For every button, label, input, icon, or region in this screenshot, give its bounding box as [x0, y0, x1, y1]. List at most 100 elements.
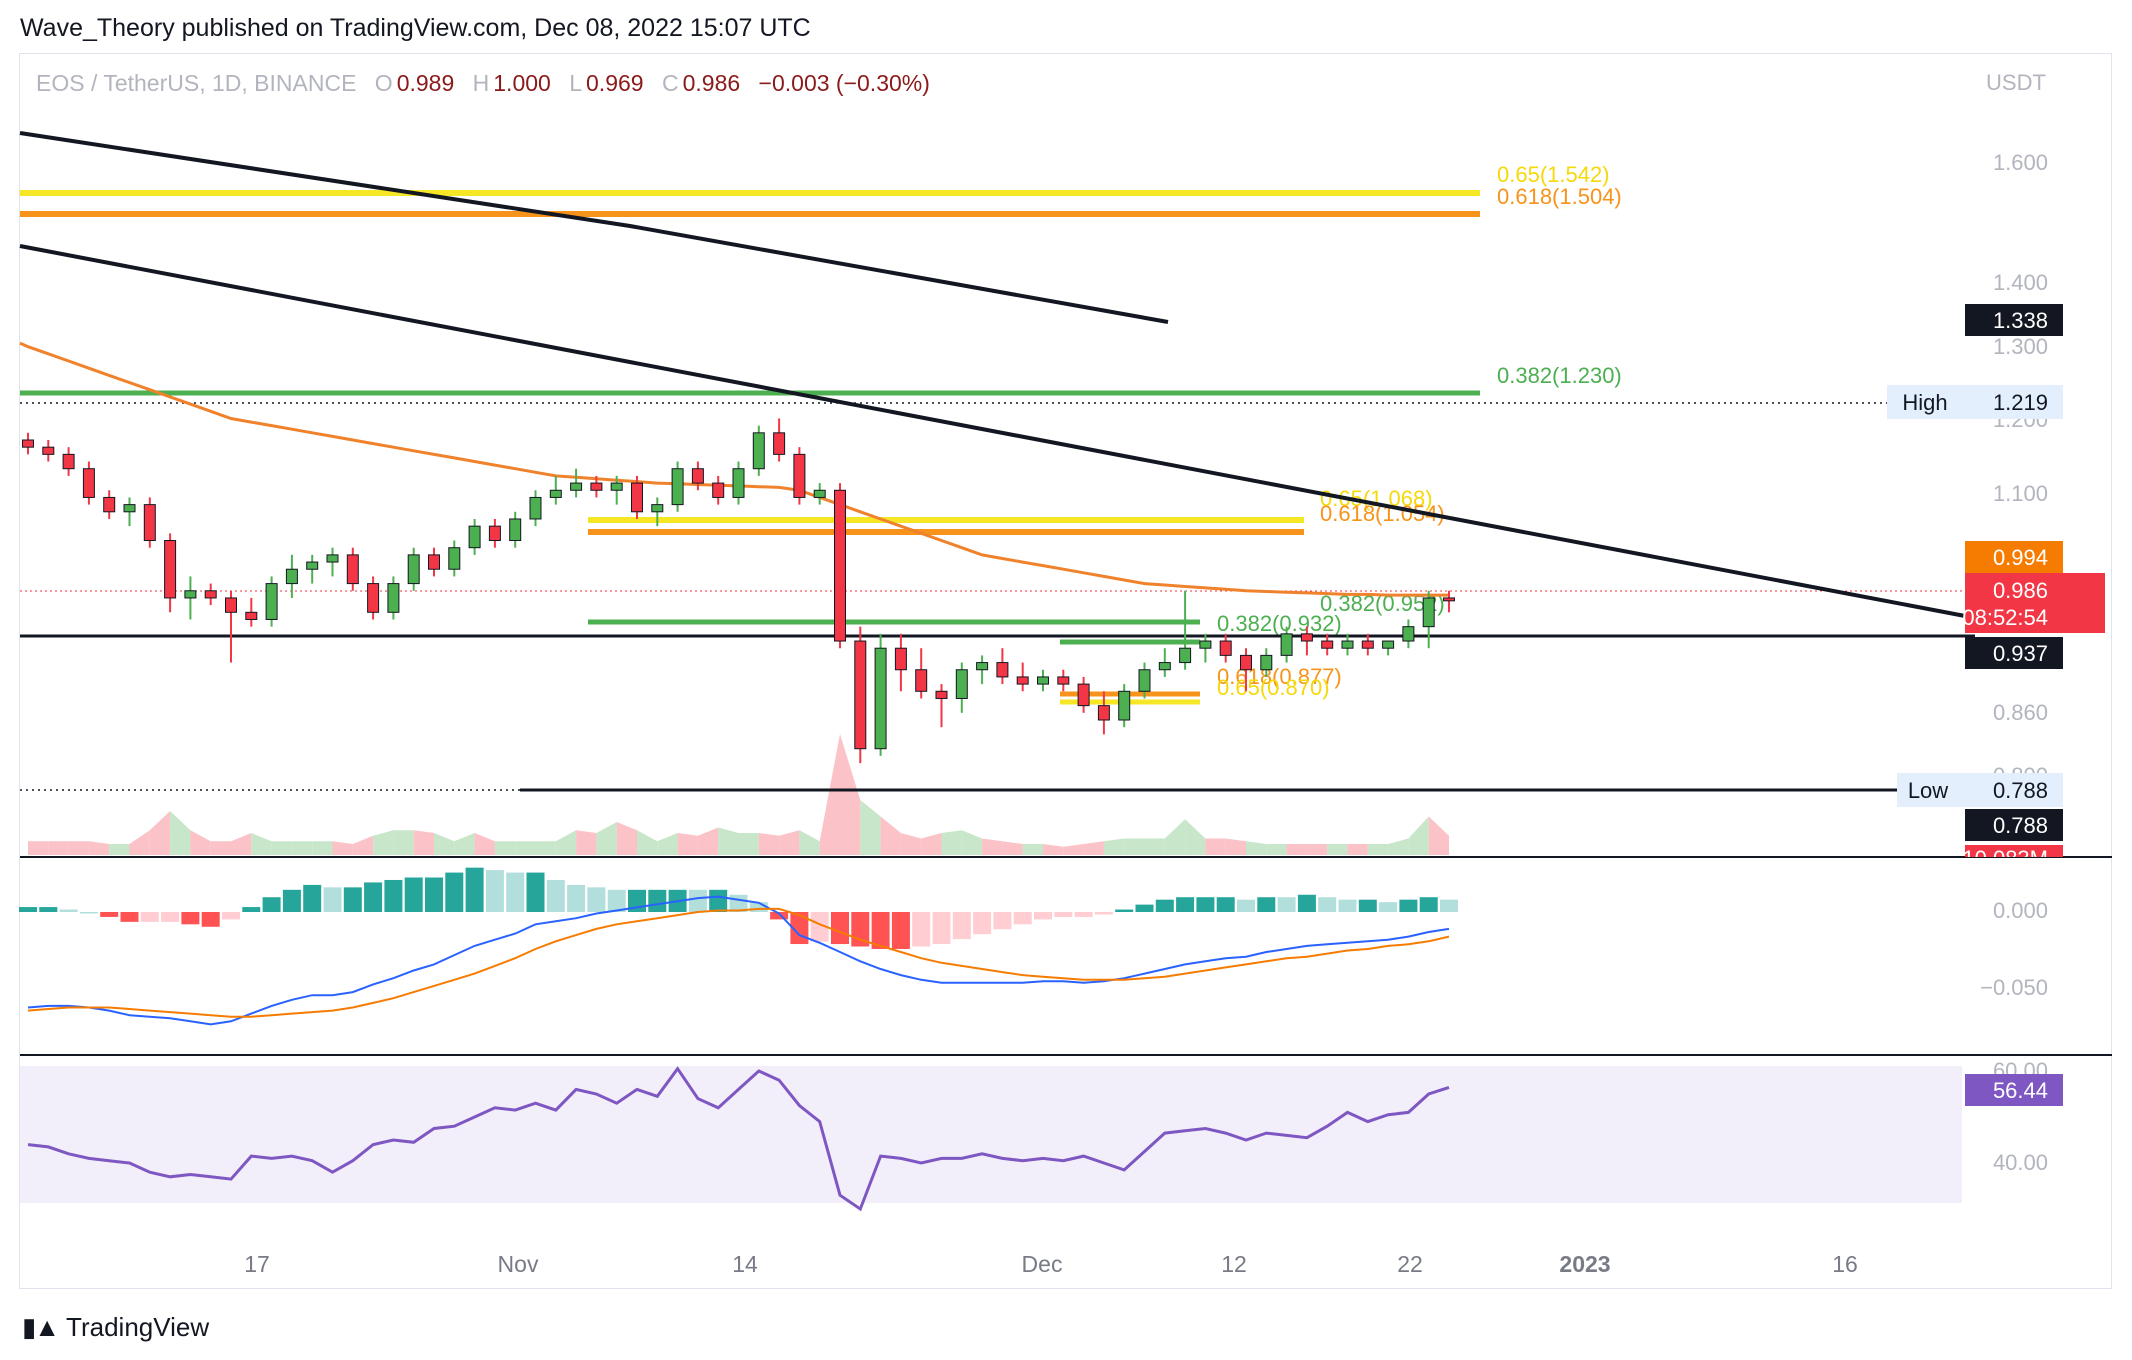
candle-down — [1219, 633, 1232, 663]
volume-segment — [1408, 816, 1429, 855]
candle-down — [631, 475, 643, 519]
price-tick: 1.600 — [1993, 150, 2048, 175]
volume-segment — [149, 811, 171, 855]
candle-down — [834, 483, 846, 649]
fib-label: 0.382(0.932) — [1217, 611, 1342, 636]
macd-histogram-bar — [1237, 899, 1255, 912]
candle-up — [285, 554, 298, 598]
candle-up — [651, 497, 664, 527]
trendline-lower[interactable] — [19, 244, 1966, 618]
macd-histogram-bar — [587, 887, 606, 912]
badge-volume: 10.083M — [1965, 845, 2063, 857]
macd-histogram-bar — [39, 907, 58, 912]
macd-histogram-bar — [425, 877, 443, 912]
macd-histogram-bar — [404, 877, 423, 912]
time-tick: Dec — [1022, 1251, 1063, 1277]
high-value: 1.000 — [493, 70, 551, 96]
volume-segment — [840, 734, 861, 855]
publisher-line: Wave_Theory published on TradingView.com… — [20, 14, 811, 42]
volume-segment — [1306, 844, 1328, 855]
svg-text:0.788: 0.788 — [1993, 778, 2048, 803]
volume-segment — [413, 830, 434, 855]
volume-segment — [68, 841, 89, 855]
volume-segment — [900, 833, 922, 855]
tradingview-logo[interactable]: ▮▲ TradingView — [22, 1312, 209, 1343]
candle-up — [326, 547, 339, 577]
volume-segment — [880, 816, 901, 855]
svg-text:0.788: 0.788 — [1993, 813, 2048, 838]
volume-segment — [718, 827, 739, 855]
candle-down — [62, 447, 75, 476]
candle-up — [752, 425, 765, 476]
badge-low: Low 0.788 — [1897, 773, 2063, 807]
macd-histogram-bar — [1216, 897, 1235, 912]
volume-segment — [738, 833, 759, 855]
rsi-tick: 40.00 — [1993, 1150, 2048, 1175]
volume-segment — [28, 841, 49, 855]
macd-histogram-bar — [1196, 897, 1215, 912]
svg-text:High: High — [1902, 390, 1947, 415]
volume-segment — [657, 833, 678, 855]
candle-down — [103, 490, 116, 519]
macd-histogram-bar — [1054, 912, 1073, 917]
svg-text:Low: Low — [1908, 778, 1948, 803]
macd-histogram-bar — [546, 879, 565, 912]
macd-histogram-bar — [303, 884, 322, 912]
badge-high: High 1.219 — [1887, 385, 2063, 419]
volume-segment — [535, 841, 556, 855]
ema50-line[interactable] — [19, 341, 1449, 597]
macd-histogram-bar — [1297, 894, 1316, 912]
candle-down — [1240, 648, 1252, 692]
macd-histogram-bar — [1440, 899, 1458, 912]
trendline-upper[interactable] — [19, 131, 1169, 324]
volume-segment — [799, 830, 820, 855]
macd-histogram-bar — [59, 909, 78, 912]
macd-histogram-bar — [140, 912, 159, 922]
candle-down — [204, 583, 217, 606]
candle-up — [1422, 590, 1435, 649]
volume-segment — [576, 830, 597, 855]
candle-up — [468, 518, 481, 555]
candle-up — [976, 655, 989, 685]
volume-segment — [921, 833, 942, 855]
candle-down — [1016, 662, 1029, 692]
volume-segment — [190, 830, 211, 855]
volume-segment — [1347, 844, 1368, 855]
candle-down — [143, 497, 156, 548]
macd-histogram-bar — [1419, 897, 1438, 912]
volume-segment — [352, 835, 374, 855]
fib-label: 0.618(1.504) — [1497, 184, 1622, 209]
volume-segment — [1286, 844, 1307, 855]
macd-histogram-bar — [891, 912, 910, 949]
macd-line — [27, 895, 1450, 1026]
volume-segment — [941, 830, 962, 855]
macd-tick: −0.050 — [1980, 975, 2048, 1000]
change-value: −0.003 (−0.30%) — [758, 70, 930, 96]
candle-down — [793, 447, 806, 505]
volume-segment — [393, 830, 414, 855]
macd-histogram-bar — [831, 912, 849, 945]
candles[interactable] — [22, 418, 1455, 764]
fib-label: 0.618(0.877) — [1217, 664, 1342, 689]
symbol-label[interactable]: EOS / TetherUS, 1D, BINANCE — [36, 70, 357, 96]
candle-down — [996, 648, 1009, 685]
time-tick: 2023 — [1559, 1251, 1610, 1277]
macd-histogram-bar — [1358, 899, 1377, 912]
candle-up — [265, 576, 278, 627]
volume-segment — [332, 841, 353, 855]
candle-down — [488, 518, 501, 548]
candle-up — [1179, 590, 1192, 670]
candle-down — [82, 461, 95, 505]
macd-histogram-bar — [384, 879, 403, 912]
macd-histogram-bar — [1155, 899, 1174, 912]
volume-segment — [231, 833, 252, 855]
candle-up — [549, 475, 562, 505]
candle-down — [1097, 691, 1110, 735]
volume-segment — [434, 833, 455, 855]
price-tick: 1.100 — [1993, 481, 2048, 506]
svg-text:0.937: 0.937 — [1993, 641, 2048, 666]
candle-up — [1280, 626, 1293, 663]
volume-segment — [129, 830, 150, 855]
macd-histogram-bar — [993, 912, 1012, 930]
